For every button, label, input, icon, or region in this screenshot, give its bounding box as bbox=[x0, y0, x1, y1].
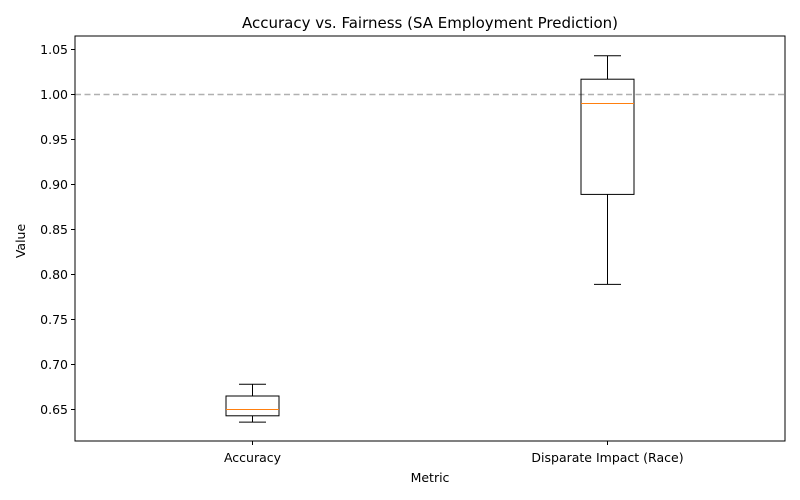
y-axis-label: Value bbox=[13, 224, 28, 259]
y-tick-label: 0.90 bbox=[40, 177, 68, 192]
x-axis-label: Metric bbox=[411, 470, 450, 485]
x-tick-label: Accuracy bbox=[224, 450, 282, 465]
box-iqr bbox=[580, 78, 635, 195]
chart-title: Accuracy vs. Fairness (SA Employment Pre… bbox=[242, 14, 618, 32]
y-tick-label: 0.95 bbox=[40, 132, 68, 147]
y-tick-label: 0.75 bbox=[40, 312, 68, 327]
y-tick-label: 0.80 bbox=[40, 267, 68, 282]
y-tick-label: 0.65 bbox=[40, 402, 68, 417]
y-tick-label: 0.85 bbox=[40, 222, 68, 237]
x-tick-label: Disparate Impact (Race) bbox=[531, 450, 683, 465]
y-tick-label: 1.05 bbox=[40, 42, 68, 57]
box-iqr bbox=[225, 395, 280, 417]
plot-area-frame bbox=[74, 35, 786, 442]
y-tick-label: 0.70 bbox=[40, 357, 68, 372]
y-tick-label: 1.00 bbox=[40, 87, 68, 102]
